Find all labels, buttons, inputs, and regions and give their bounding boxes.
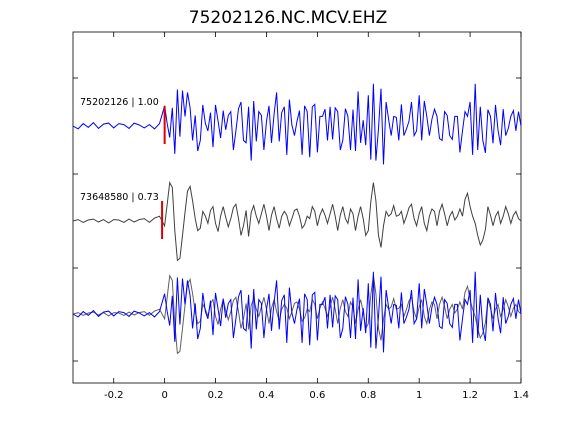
x-tick-label: -0.2: [104, 390, 124, 401]
trace-75202126: [72, 83, 522, 165]
x-tick-label: 0: [161, 390, 167, 401]
x-tick-label: 1: [416, 390, 422, 401]
x-tick-label: 0.2: [208, 390, 224, 401]
overlay-trace-75202126: [72, 271, 522, 353]
trace-label: 75202126 | 1.00: [80, 97, 159, 108]
trace-label: 73648580 | 0.73: [80, 192, 159, 203]
axes-frame: [72, 31, 522, 384]
x-tick-label: 0.4: [259, 390, 275, 401]
trace-73648580: [72, 180, 522, 262]
x-tick-label: 0.8: [360, 390, 376, 401]
x-tick-label: 1.4: [513, 390, 529, 401]
x-tick-label: 0.6: [309, 390, 325, 401]
chart-title: 75202126.NC.MCV.EHZ: [189, 8, 387, 28]
x-tick-label: 1.2: [462, 390, 478, 401]
plot-area: -0.2 0 0.2 0.4 0.6 0.8 1 1.2 1.4 75202126 | 1.00 7…: [72, 31, 529, 401]
